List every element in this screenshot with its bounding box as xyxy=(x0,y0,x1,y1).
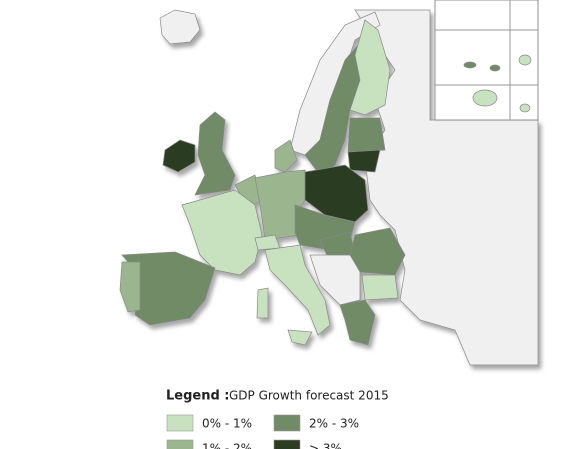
inset-island xyxy=(519,103,531,113)
legend-heading: Legend : xyxy=(166,389,230,404)
poland xyxy=(304,164,369,223)
balkans xyxy=(309,254,361,306)
legend: Legend : GDP Growth forecast 2015 0% - 1… xyxy=(166,389,389,449)
united-kingdom xyxy=(194,111,236,196)
lithuania xyxy=(347,149,381,173)
sicily xyxy=(287,329,313,346)
legend-swatch xyxy=(273,439,301,449)
map xyxy=(119,9,539,366)
inset xyxy=(434,0,539,121)
legend-label: 1% - 2% xyxy=(202,442,252,449)
iceland xyxy=(159,9,201,45)
legend-swatch xyxy=(166,439,194,449)
legend-label: 0% - 1% xyxy=(202,417,252,431)
bulgaria xyxy=(361,274,399,301)
legend-swatch xyxy=(166,414,194,432)
italy xyxy=(264,244,331,336)
portugal xyxy=(119,261,141,313)
france xyxy=(181,189,263,276)
estonia-latvia xyxy=(347,117,386,153)
legend-label: > 3% xyxy=(309,442,342,449)
inset-island xyxy=(463,61,477,69)
denmark xyxy=(274,139,298,173)
legend-swatch xyxy=(273,414,301,432)
inset-island xyxy=(518,54,532,66)
inset-island xyxy=(489,64,501,72)
greece xyxy=(339,299,376,346)
ireland xyxy=(162,139,196,173)
sardinia xyxy=(256,287,269,319)
legend-title: GDP Growth forecast 2015 xyxy=(229,389,389,403)
legend-label: 2% - 3% xyxy=(309,417,359,431)
inset-island xyxy=(472,89,498,107)
finland xyxy=(349,19,391,116)
